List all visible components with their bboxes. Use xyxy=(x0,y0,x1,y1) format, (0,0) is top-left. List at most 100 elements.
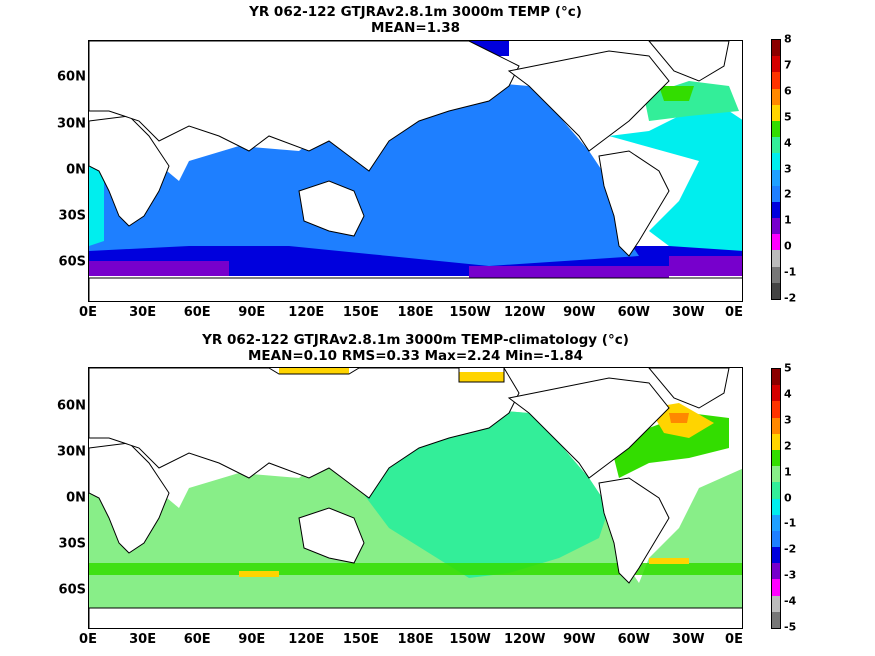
y-tick-label: 30N xyxy=(57,444,86,460)
panel1-title-line2: MEAN=1.38 xyxy=(370,20,461,36)
y-tick-label: 30S xyxy=(58,208,86,224)
colorbar-label: 4 xyxy=(784,136,792,150)
colorbar-segment xyxy=(772,514,780,531)
x-tick-label: 60W xyxy=(617,305,651,320)
colorbar-segment xyxy=(772,153,780,170)
x-tick-label: 120W xyxy=(503,632,546,647)
colorbar-label: -1 xyxy=(784,516,797,530)
colorbar-segment xyxy=(772,266,780,283)
x-tick-label: 90W xyxy=(563,305,596,320)
colorbar-segment xyxy=(772,282,780,299)
x-tick-label: 150E xyxy=(342,305,379,320)
colorbar-label: 3 xyxy=(784,162,792,175)
antarctica-landmass xyxy=(89,277,742,301)
panel1-y-axis: 60N 30N 0N 30S 60S xyxy=(50,40,86,302)
y-tick-label: 0N xyxy=(66,162,86,178)
panel1-colorbar-labels: 8 7 6 5 4 3 2 1 0 -1 -2 xyxy=(784,33,804,305)
x-tick-label: 30W xyxy=(672,632,705,647)
colorbar-label: -3 xyxy=(784,568,797,582)
x-tick-label: 30E xyxy=(129,305,157,320)
colorbar-label: -2 xyxy=(784,291,797,305)
colorbar-label: 4 xyxy=(784,387,792,401)
colorbar-label: -4 xyxy=(784,594,797,608)
colorbar-segment xyxy=(772,185,780,202)
greenland-landmass xyxy=(648,41,730,82)
colorbar-label: 6 xyxy=(784,84,792,98)
colorbar-segment xyxy=(772,72,780,89)
australia-landmass xyxy=(298,180,365,237)
colorbar-segment xyxy=(772,417,780,434)
colorbar-label: 0 xyxy=(784,491,792,504)
colorbar-label: -1 xyxy=(784,265,797,279)
colorbar-label: 0 xyxy=(784,239,792,253)
y-tick-label: 30S xyxy=(58,536,86,552)
y-tick-label: 60S xyxy=(58,582,86,598)
colorbar-segment xyxy=(772,56,780,73)
x-tick-label: 60E xyxy=(183,632,211,647)
x-tick-label: 180E xyxy=(397,305,434,320)
panel2-y-axis: 60N 30N 0N 30S 60S xyxy=(50,367,86,629)
colorbar-segment xyxy=(772,169,780,186)
colorbar-segment xyxy=(772,218,780,235)
colorbar-segment xyxy=(772,466,780,483)
colorbar-label: 2 xyxy=(784,439,792,453)
colorbar-segment xyxy=(772,137,780,154)
x-tick-label: 180E xyxy=(397,632,434,647)
north-america-landmass xyxy=(507,50,670,152)
greenland-landmass xyxy=(648,368,730,409)
x-tick-label: 30W xyxy=(672,305,705,320)
panel2-x-axis: 0E 30E 60E 90E 120E 150E 180E 150W 120W … xyxy=(79,632,743,650)
y-tick-label: 0N xyxy=(66,490,86,506)
africa-landmass xyxy=(89,442,170,554)
colorbar-segment xyxy=(772,201,780,219)
panel1-title-line1: YR 062-122 GTJRAv2.8.1m 3000m TEMP (°c) xyxy=(249,4,582,20)
colorbar-label: -2 xyxy=(784,542,797,556)
colorbar-label: -5 xyxy=(784,620,797,634)
colorbar-segment xyxy=(772,547,780,564)
eurasia-landmass xyxy=(89,41,520,172)
colorbar-segment xyxy=(772,369,780,386)
colorbar-segment xyxy=(772,498,780,515)
north-america-landmass xyxy=(507,377,670,479)
x-tick-label: 60W xyxy=(617,632,651,647)
colorbar-label: 5 xyxy=(784,110,792,124)
colorbar-segment xyxy=(772,104,780,121)
africa-landmass xyxy=(89,115,170,227)
colorbar-segment xyxy=(772,40,780,57)
south-america-landmass xyxy=(598,150,670,257)
colorbar-segment xyxy=(772,88,780,105)
y-tick-label: 60S xyxy=(58,254,86,270)
x-tick-label: 120W xyxy=(503,305,546,320)
australia-landmass xyxy=(298,507,365,564)
x-tick-label: 60E xyxy=(183,305,211,320)
colorbar-segment xyxy=(772,449,780,467)
colorbar-segment xyxy=(772,401,780,418)
panel2-title-line2: MEAN=0.10 RMS=0.33 Max=2.24 Min=-1.84 xyxy=(247,348,584,364)
colorbar-segment xyxy=(772,433,780,450)
panel1-colorbar xyxy=(771,39,781,300)
atlantic-region xyxy=(609,111,742,251)
colorbar-label: 1 xyxy=(784,213,792,227)
colorbar-label: 5 xyxy=(784,361,792,375)
colorbar-segment xyxy=(772,482,780,499)
panel2-map xyxy=(88,367,743,629)
colorbar-segment xyxy=(772,385,780,402)
colorbar-label: 8 xyxy=(784,32,792,46)
colorbar-segment xyxy=(772,595,780,612)
panel2-colorbar-labels: 5 4 3 2 1 0 -1 -2 -3 -4 -5 xyxy=(784,362,804,634)
pacific-indian-region xyxy=(89,81,649,266)
colorbar-segment xyxy=(772,250,780,267)
x-tick-label: 90E xyxy=(238,632,266,647)
colorbar-segment xyxy=(772,611,780,628)
panel1-x-axis: 0E 30E 60E 90E 120E 150E 180E 150W 120W … xyxy=(79,305,743,323)
colorbar-label: 2 xyxy=(784,187,792,201)
panel2-title-line1: YR 062-122 GTJRAv2.8.1m 3000m TEMP-clima… xyxy=(202,332,629,348)
colorbar-segment xyxy=(772,579,780,596)
colorbar-label: 3 xyxy=(784,413,792,427)
colorbar-segment xyxy=(772,563,780,580)
south-america-landmass xyxy=(598,477,670,584)
panel2-colorbar xyxy=(771,368,781,629)
x-tick-label: 0E xyxy=(79,305,97,320)
x-tick-label: 0E xyxy=(725,305,743,320)
colorbar-label: 7 xyxy=(784,58,792,72)
